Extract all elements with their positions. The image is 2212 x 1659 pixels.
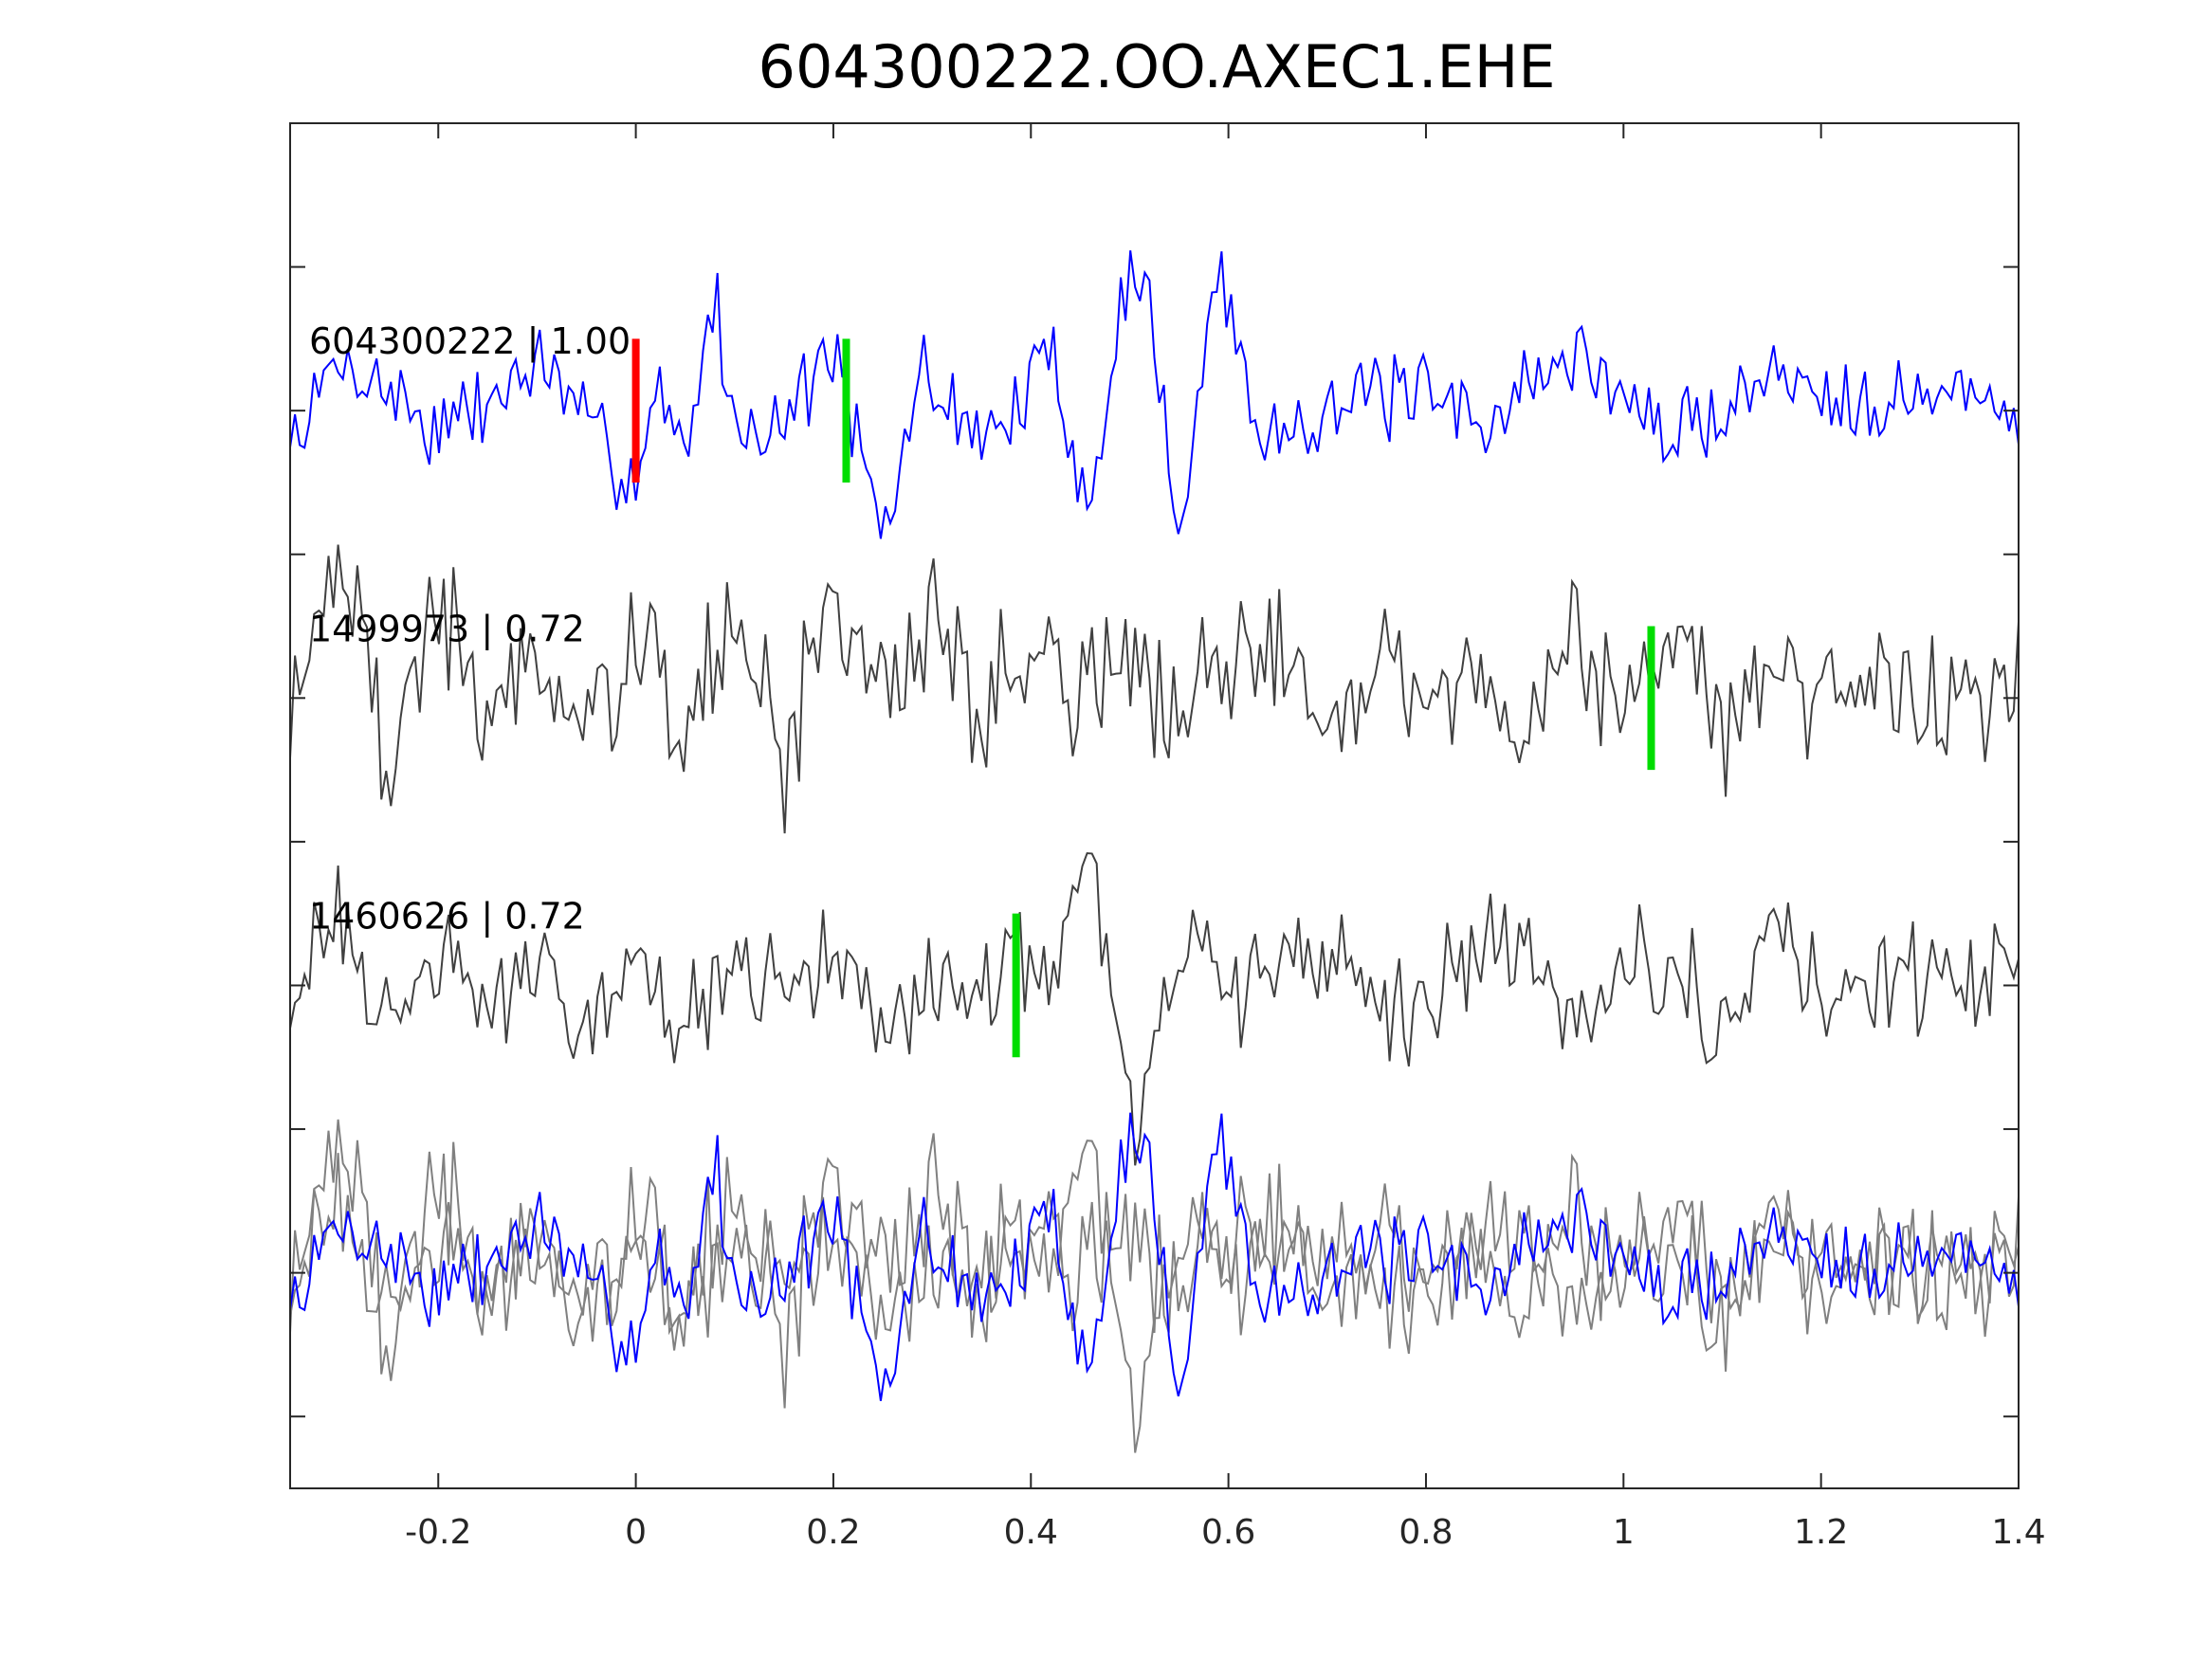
x-tick-label: 0.8 <box>1398 1513 1453 1552</box>
trace-line-604300222 <box>289 250 2020 539</box>
chart-title: 604300222.OO.AXEC1.EHE <box>759 32 1556 101</box>
trace-label-604300222: 604300222 | 1.00 <box>309 320 631 363</box>
trace-604300222: 604300222 | 1.00 <box>289 250 2020 539</box>
trace-label-1460626: 1460626 | 0.72 <box>309 895 585 938</box>
x-axis: -0.2 0 0.2 0.4 0.6 0.8 1 1.2 1.4 <box>405 123 2046 1552</box>
x-tick-label: 0.4 <box>1004 1513 1058 1552</box>
x-tick-label: 0.6 <box>1201 1513 1255 1552</box>
x-tick-label: -0.2 <box>405 1513 471 1552</box>
x-tick-label: 1.2 <box>1794 1513 1848 1552</box>
overlay-line-1499973 <box>289 1119 2020 1409</box>
axes-frame <box>289 122 2020 1489</box>
trace-line-1499973 <box>289 544 2020 834</box>
x-tick-label: 1 <box>1613 1513 1635 1552</box>
trace-label-1499973: 1499973 | 0.72 <box>309 608 585 650</box>
trace-1499973: 1499973 | 0.72 <box>289 544 2020 834</box>
trace-overlay <box>289 1112 2020 1453</box>
x-tick-label: 0 <box>625 1513 647 1552</box>
trace-1460626: 1460626 | 0.72 <box>289 851 2020 1166</box>
trace-line-1460626 <box>289 851 2020 1166</box>
y-axis <box>290 265 2019 1418</box>
x-tick-label: 0.2 <box>806 1513 860 1552</box>
plot-area: 604300222 | 1.00 1499973 | 0.72 1460626 | … <box>289 250 2020 1453</box>
overlay-line-1460626 <box>289 1139 2020 1453</box>
x-tick-label: 1.4 <box>1991 1513 2045 1552</box>
overlay-line-604300222 <box>289 1112 2020 1401</box>
